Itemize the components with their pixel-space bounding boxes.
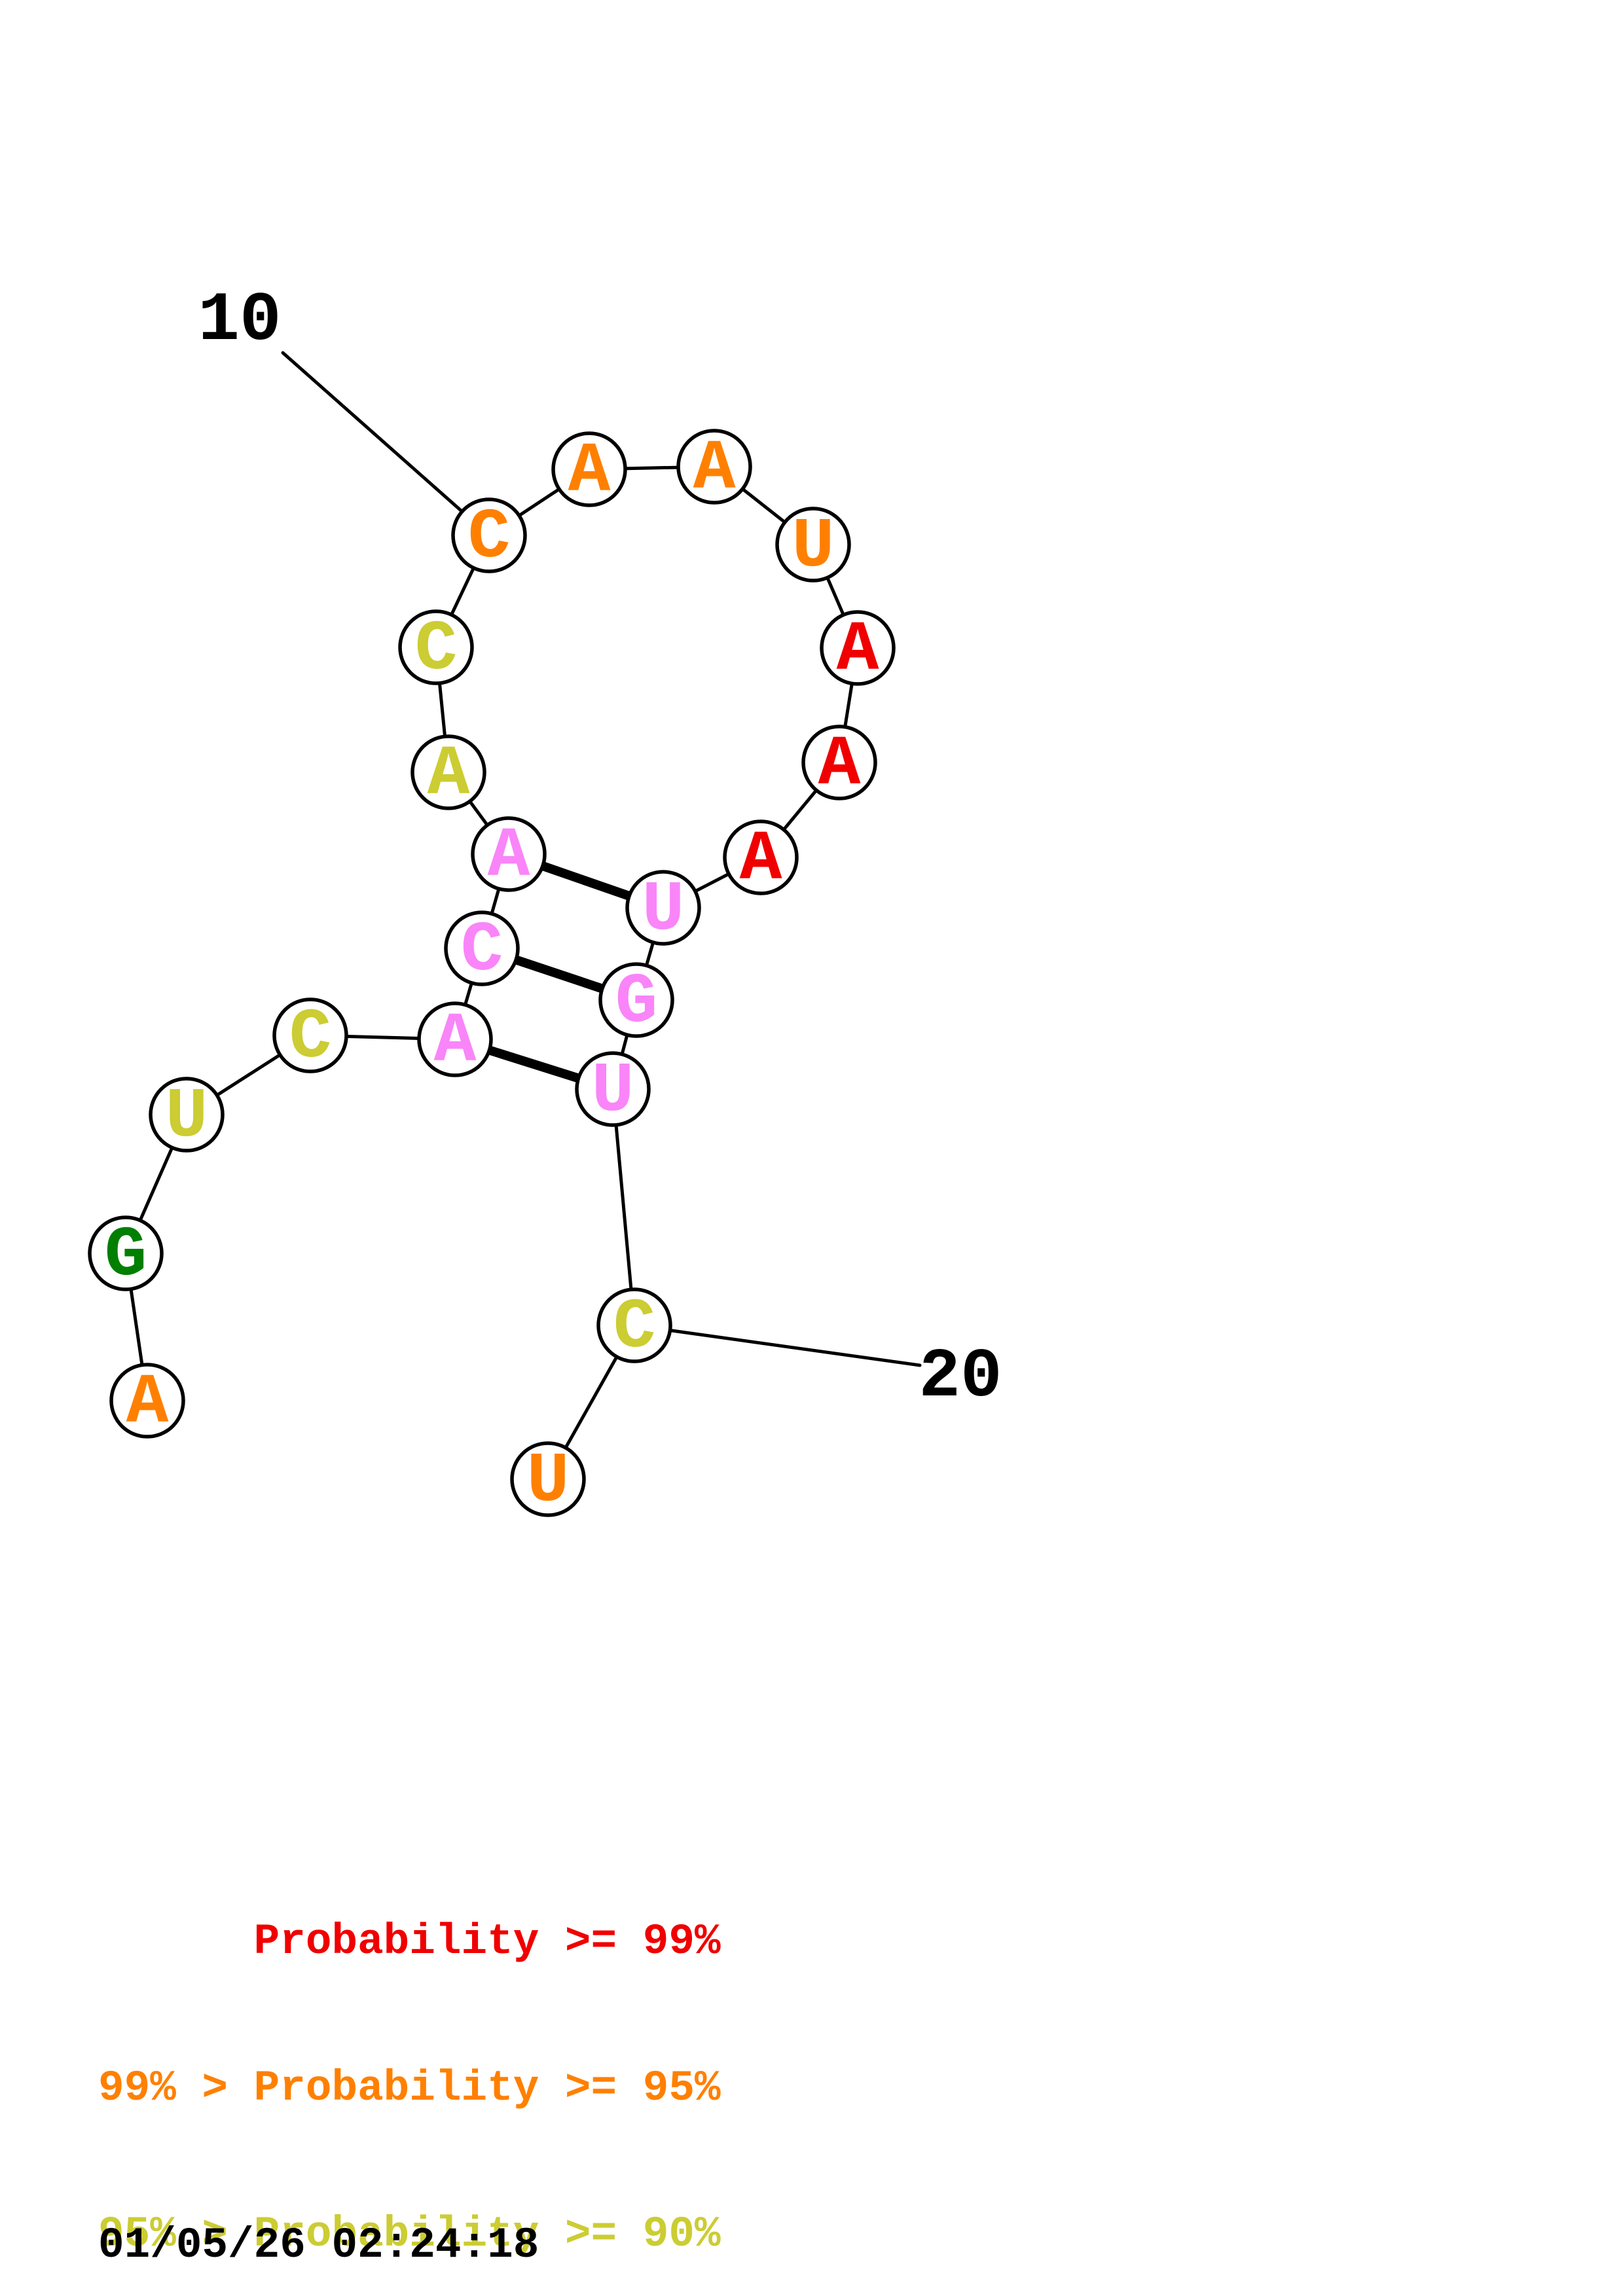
nucleotide-19-U: U xyxy=(592,1052,634,1132)
nucleotide-circle-18 xyxy=(598,962,674,1038)
position-label-20: 20 xyxy=(919,1338,1002,1416)
nucleotide-11-A: A xyxy=(568,432,611,512)
nucleotide-15-A: A xyxy=(818,725,861,805)
nucleotide-circle-14 xyxy=(820,610,896,686)
nucleotide-13-U: U xyxy=(792,507,835,587)
nucleotide-10-C: C xyxy=(468,498,511,578)
legend-row-2: 95% > Probability >= 90% xyxy=(98,2210,721,2259)
probability-color-legend: Probability >= 99% 99% > Probability >= … xyxy=(98,1820,721,2296)
position-label-10-pointer-line xyxy=(281,351,491,537)
nucleotide-14-A: A xyxy=(837,611,879,691)
nucleotide-9-C: C xyxy=(415,610,458,690)
legend-row-0: Probability >= 99% xyxy=(98,1917,721,1966)
nucleotide-circle-5 xyxy=(417,1001,493,1077)
nucleotide-circle-9 xyxy=(398,609,474,685)
position-label-10: 10 xyxy=(198,281,281,360)
nucleotide-7-A: A xyxy=(488,817,530,897)
nucleotide-circle-13 xyxy=(775,507,851,583)
nucleotide-circle-19 xyxy=(575,1051,651,1127)
nucleotide-8-A: A xyxy=(428,735,470,815)
nucleotide-circle-16 xyxy=(723,819,799,895)
position-label-20-pointer-line xyxy=(632,1323,922,1367)
nucleotide-circle-7 xyxy=(471,816,547,892)
nucleotide-4-C: C xyxy=(289,998,332,1078)
nucleotide-1-A: A xyxy=(126,1363,169,1443)
nucleotide-circle-15 xyxy=(801,725,877,800)
nucleotide-circle-2 xyxy=(88,1215,164,1291)
backbone-bond-19-20 xyxy=(611,1087,636,1327)
nucleotide-18-G: G xyxy=(615,963,658,1043)
nucleotide-circle-11 xyxy=(551,431,627,507)
nucleotide-circle-3 xyxy=(149,1077,225,1153)
nucleotide-21-U: U xyxy=(527,1442,570,1522)
nucleotide-circle-21 xyxy=(510,1441,586,1517)
nucleotide-2-G: G xyxy=(105,1216,147,1296)
nucleotide-3-U: U xyxy=(166,1077,208,1157)
nucleotide-circle-17 xyxy=(625,870,701,946)
nucleotide-circle-20 xyxy=(596,1287,672,1363)
nucleotide-circle-12 xyxy=(676,429,752,505)
nucleotide-20-C: C xyxy=(613,1288,656,1368)
legend-row-1: 99% > Probability >= 95% xyxy=(98,2063,721,2113)
nucleotide-12-A: A xyxy=(693,429,736,509)
nucleotide-circle-6 xyxy=(444,910,520,986)
nucleotide-16-A: A xyxy=(740,820,782,900)
nucleotide-17-U: U xyxy=(642,870,685,950)
nucleotide-6-C: C xyxy=(461,911,503,991)
nucleotide-circle-8 xyxy=(410,734,486,810)
nucleotide-5-A: A xyxy=(434,1002,477,1082)
nucleotide-circle-1 xyxy=(109,1363,185,1439)
nucleotide-circle-10 xyxy=(451,497,527,573)
nucleotide-circle-4 xyxy=(272,997,348,1073)
plot-timestamp: 01/05/26 02:24:18 xyxy=(98,2221,539,2270)
